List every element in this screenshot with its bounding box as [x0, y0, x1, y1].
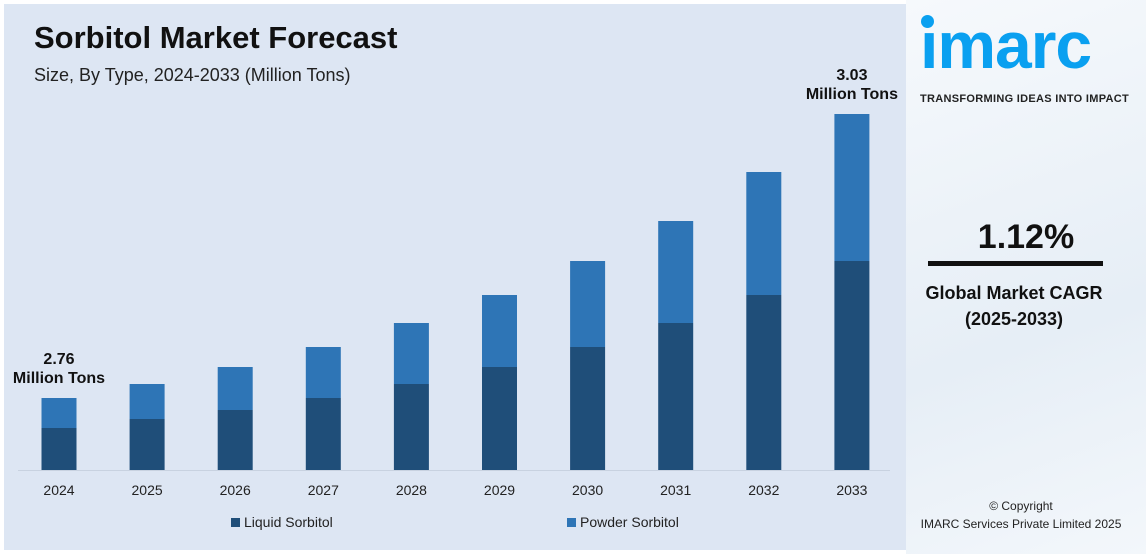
- imarc-logo: ımarc: [920, 8, 1092, 82]
- data-label-value: 3.03: [836, 67, 867, 84]
- bar-powder-2032: [746, 172, 782, 295]
- x-tick-label: 2029: [484, 482, 515, 498]
- bar-liquid-2024: [41, 428, 77, 470]
- chart-title: Sorbitol Market Forecast: [34, 20, 398, 55]
- legend-swatch: [231, 518, 240, 527]
- company-text: IMARC Services Private Limited 2025: [920, 517, 1122, 531]
- divider: [928, 261, 1103, 266]
- bar-powder-2028: [393, 323, 429, 384]
- copyright-text: © Copyright: [989, 499, 1053, 513]
- tagline: TRANSFORMING IDEAS INTO IMPACT: [920, 93, 1130, 105]
- bar-liquid-2030: [570, 347, 606, 470]
- bar-liquid-2028: [393, 384, 429, 470]
- legend-label: Liquid Sorbitol: [244, 514, 333, 530]
- x-tick-label: 2026: [220, 482, 251, 498]
- bar-liquid-2032: [746, 295, 782, 470]
- bar-liquid-2033: [834, 261, 870, 470]
- sidebar: ımarc TRANSFORMING IDEAS INTO IMPACT 1.1…: [906, 0, 1146, 554]
- bar-chart: 2024 2025 2026 2027 2028 2029 2030 2031 2032 2033…: [13, 67, 898, 530]
- x-tick-label: 2027: [308, 482, 339, 498]
- x-tick-label: 2033: [836, 482, 867, 498]
- bar-liquid-2026: [217, 410, 253, 470]
- bar-liquid-2025: [129, 419, 165, 470]
- bar-liquid-2029: [482, 367, 517, 470]
- x-tick-label: 2025: [132, 482, 163, 498]
- x-tick-label: 2028: [396, 482, 427, 498]
- bar-powder-2025: [129, 384, 165, 419]
- legend-label: Powder Sorbitol: [580, 514, 679, 530]
- bar-powder-2026: [217, 367, 253, 410]
- data-label-unit: Million Tons: [13, 370, 105, 387]
- x-tick-label: 2031: [660, 482, 691, 498]
- bar-liquid-2031: [658, 323, 694, 470]
- bar-powder-2031: [658, 221, 694, 323]
- chart-subtitle: Size, By Type, 2024-2033 (Million Tons): [34, 65, 351, 85]
- legend-swatch: [567, 518, 576, 527]
- x-tick-label: 2024: [43, 482, 74, 498]
- logo-dot: [921, 15, 934, 28]
- bar-powder-2029: [482, 295, 517, 367]
- bar-liquid-2027: [305, 398, 341, 470]
- cagr-value: 1.12%: [977, 218, 1075, 256]
- copyright: © Copyright IMARC Services Private Limit…: [906, 497, 1136, 533]
- bar-powder-2033: [834, 114, 870, 261]
- bar-powder-2027: [305, 347, 341, 398]
- cagr-label: Global Market CAGR (2025-2033): [906, 280, 1122, 332]
- x-tick-label: 2030: [572, 482, 603, 498]
- cagr-period: (2025-2033): [964, 309, 1064, 329]
- bar-powder-2024: [41, 398, 77, 428]
- data-label-value: 2.76: [43, 351, 74, 368]
- x-tick-label: 2032: [748, 482, 779, 498]
- cagr-label-text: Global Market CAGR: [925, 283, 1103, 303]
- data-label-unit: Million Tons: [806, 86, 898, 103]
- bar-powder-2030: [570, 261, 606, 347]
